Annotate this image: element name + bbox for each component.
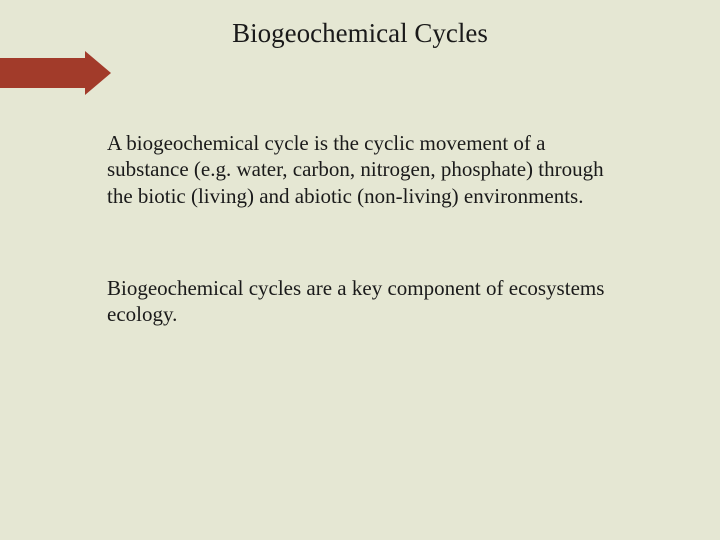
slide-title: Biogeochemical Cycles — [0, 18, 720, 49]
arrow-head-icon — [85, 51, 111, 95]
slide: Biogeochemical Cycles A biogeochemical c… — [0, 0, 720, 540]
paragraph-1: A biogeochemical cycle is the cyclic mov… — [107, 130, 627, 209]
paragraph-2: Biogeochemical cycles are a key componen… — [107, 275, 627, 328]
arrow-body — [0, 58, 85, 88]
